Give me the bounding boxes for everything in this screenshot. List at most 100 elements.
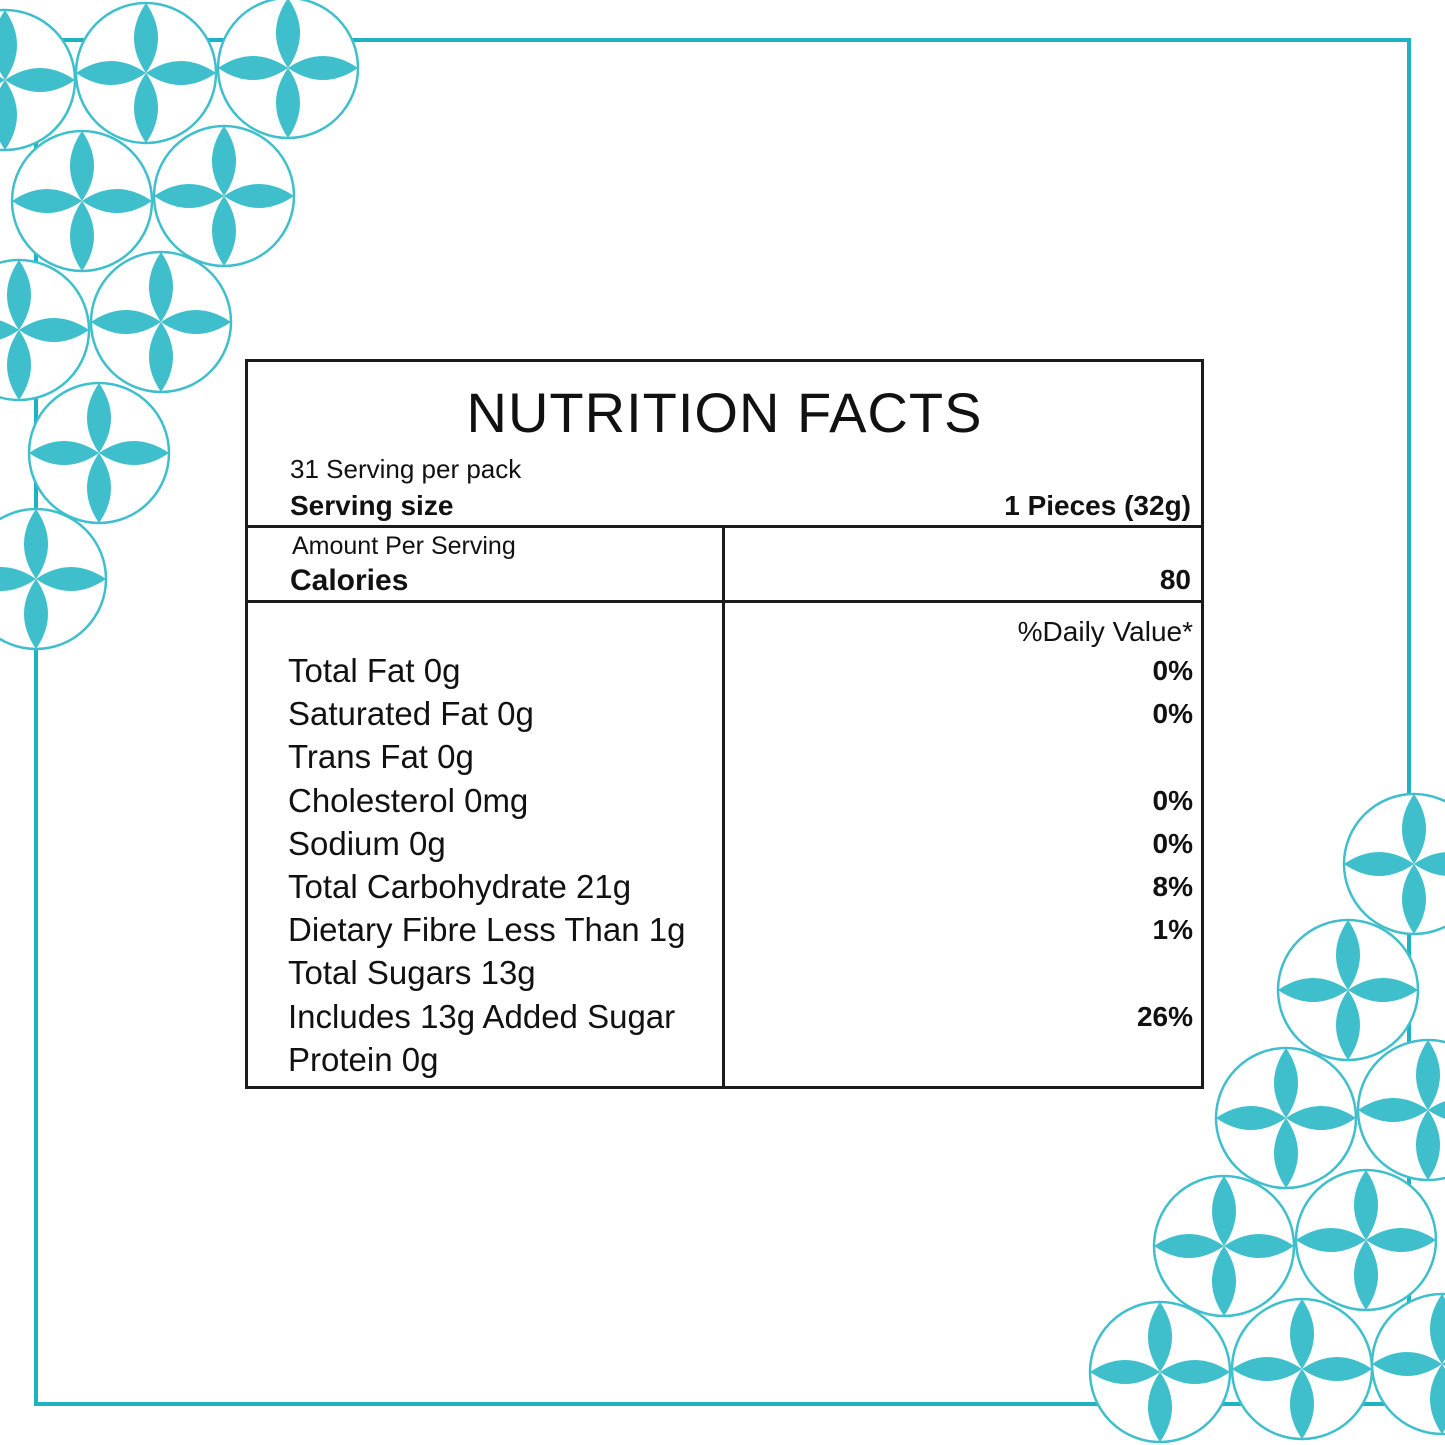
- nutrient-row: Total Sugars 13g: [288, 954, 1193, 997]
- nutrient-row: Dietary Fibre Less Than 1g 1%: [288, 911, 1193, 954]
- petal-circle-ornament: [1370, 1292, 1445, 1436]
- ornament-petal: [0, 567, 36, 591]
- ornament-petal: [276, 68, 300, 138]
- calories-value: 80: [1159, 564, 1191, 595]
- ornament-petal: [1224, 1234, 1294, 1258]
- ornament-petal: [134, 73, 158, 143]
- petal-circle-ornament: [1088, 1300, 1232, 1444]
- ornament-petal: [87, 453, 111, 523]
- ornament-petal: [0, 10, 17, 80]
- ornament-petal: [1372, 1352, 1442, 1376]
- ornament-petal: [1358, 1098, 1428, 1122]
- nutrient-row: Trans Fat 0g: [288, 738, 1193, 781]
- ornament-petal: [1090, 1360, 1160, 1384]
- nutrient-row: Total Carbohydrate 21g 8%: [288, 868, 1193, 911]
- ornament-petal: [1402, 794, 1426, 864]
- ornament-petal: [36, 567, 106, 591]
- nutrient-daily-value: 26%: [1136, 1000, 1193, 1032]
- nutrient-row: Total Fat 0g 0%: [288, 652, 1193, 695]
- ornament-petal: [1416, 1110, 1440, 1180]
- petal-circle-ornament: [10, 129, 154, 273]
- nutrient-row: Includes 13g Added Sugar 26%: [288, 998, 1193, 1041]
- ornament-petal: [91, 310, 161, 334]
- nutrient-name: Saturated Fat 0g: [288, 695, 534, 733]
- petal-circle-ornament: [1356, 1038, 1445, 1182]
- ornament-petal: [1348, 978, 1418, 1002]
- divider-rule: [245, 600, 1204, 603]
- nutrient-name: Total Sugars 13g: [288, 954, 536, 992]
- ornament-petal: [7, 260, 31, 330]
- ornament-petal: [0, 76, 5, 84]
- column-divider: [722, 528, 725, 1086]
- ornament-petal: [1296, 1228, 1366, 1252]
- ornament-petal: [1148, 1302, 1172, 1372]
- ornament-petal: [1402, 864, 1426, 934]
- serving-size-value: 1 Pieces (32g): [1004, 490, 1191, 521]
- nutrient-daily-value: 8%: [1152, 870, 1193, 902]
- ornament-petal: [149, 322, 173, 392]
- petal-circle-ornament: [1214, 1046, 1358, 1190]
- ornament-petal: [1286, 1106, 1356, 1130]
- ornament-petal: [1336, 990, 1360, 1060]
- nutrient-daily-value: 0%: [1152, 655, 1193, 686]
- petal-circle-ornament: [89, 250, 233, 394]
- petal-circle-ornament: [27, 381, 171, 525]
- ornament-petal: [1212, 1176, 1236, 1246]
- ornament-petal: [1428, 1101, 1445, 1119]
- nutrient-daily-value: 0%: [1152, 698, 1193, 730]
- ornament-petal: [276, 0, 300, 68]
- petal-circle-ornament: [152, 124, 296, 268]
- ornament-petal: [1336, 920, 1360, 990]
- ornament-petal: [1232, 1357, 1302, 1381]
- ornament-petal: [0, 80, 17, 150]
- nutrient-name: Includes 13g Added Sugar: [288, 997, 676, 1035]
- nutrient-row: Sodium 0g 0%: [288, 825, 1193, 868]
- ornament-petal: [1354, 1240, 1378, 1310]
- ornament-petal: [1430, 1294, 1445, 1364]
- petal-circle-ornament: [1342, 792, 1445, 936]
- ornament-petal: [99, 441, 169, 465]
- daily-value-header: %Daily Value*: [1017, 616, 1193, 647]
- petal-circle-ornament: [1230, 1297, 1374, 1441]
- servings-per-pack: 31 Serving per pack: [290, 454, 522, 484]
- ornament-petal: [161, 310, 231, 334]
- ornament-petal: [218, 56, 288, 80]
- ornament-petal: [212, 196, 236, 266]
- divider-rule: [245, 525, 1204, 528]
- ornament-petal: [1442, 1362, 1445, 1366]
- ornament-petal: [1278, 978, 1348, 1002]
- ornament-petal: [7, 330, 31, 400]
- amount-per-serving: Amount Per Serving: [292, 532, 516, 560]
- petal-circle-ornament: [0, 258, 91, 402]
- ornament-petal: [29, 441, 99, 465]
- nutrient-daily-value: 1%: [1152, 914, 1193, 946]
- nutrient-list: Total Fat 0g 0% Saturated Fat 0g 0% Trans …: [288, 652, 1193, 1084]
- petal-circle-ornament: [1276, 918, 1420, 1062]
- ornament-petal: [1290, 1299, 1314, 1369]
- nutrient-name: Dietary Fibre Less Than 1g: [288, 911, 686, 949]
- serving-size-row: Serving size 1 Pieces (32g): [290, 490, 1191, 522]
- ornament-petal: [76, 61, 146, 85]
- ornament-petal: [154, 184, 224, 208]
- nutrient-name: Cholesterol 0mg: [288, 781, 529, 819]
- nutrient-daily-value: 0%: [1152, 784, 1193, 816]
- ornament-petal: [1290, 1369, 1314, 1439]
- calories-label: Calories: [290, 564, 409, 597]
- frame-border: [34, 38, 1411, 1406]
- petal-circle-ornament: [216, 0, 360, 140]
- nutrient-row: Saturated Fat 0g 0%: [288, 695, 1193, 738]
- ornament-petal: [70, 131, 94, 201]
- petal-circle-ornament: [74, 1, 218, 145]
- ornament-petal: [1212, 1246, 1236, 1316]
- ornament-petal: [1366, 1228, 1436, 1252]
- petal-circle-ornament: [1152, 1174, 1296, 1318]
- nutrient-name: Trans Fat 0g: [288, 738, 474, 776]
- ornament-petal: [87, 383, 111, 453]
- ornament-petal: [224, 184, 294, 208]
- ornament-petal: [1430, 1364, 1445, 1434]
- nutrient-row: Protein 0g: [288, 1041, 1193, 1084]
- ornament-petal: [134, 3, 158, 73]
- petal-circle-ornament: [0, 8, 77, 152]
- ornament-petal: [1160, 1360, 1230, 1384]
